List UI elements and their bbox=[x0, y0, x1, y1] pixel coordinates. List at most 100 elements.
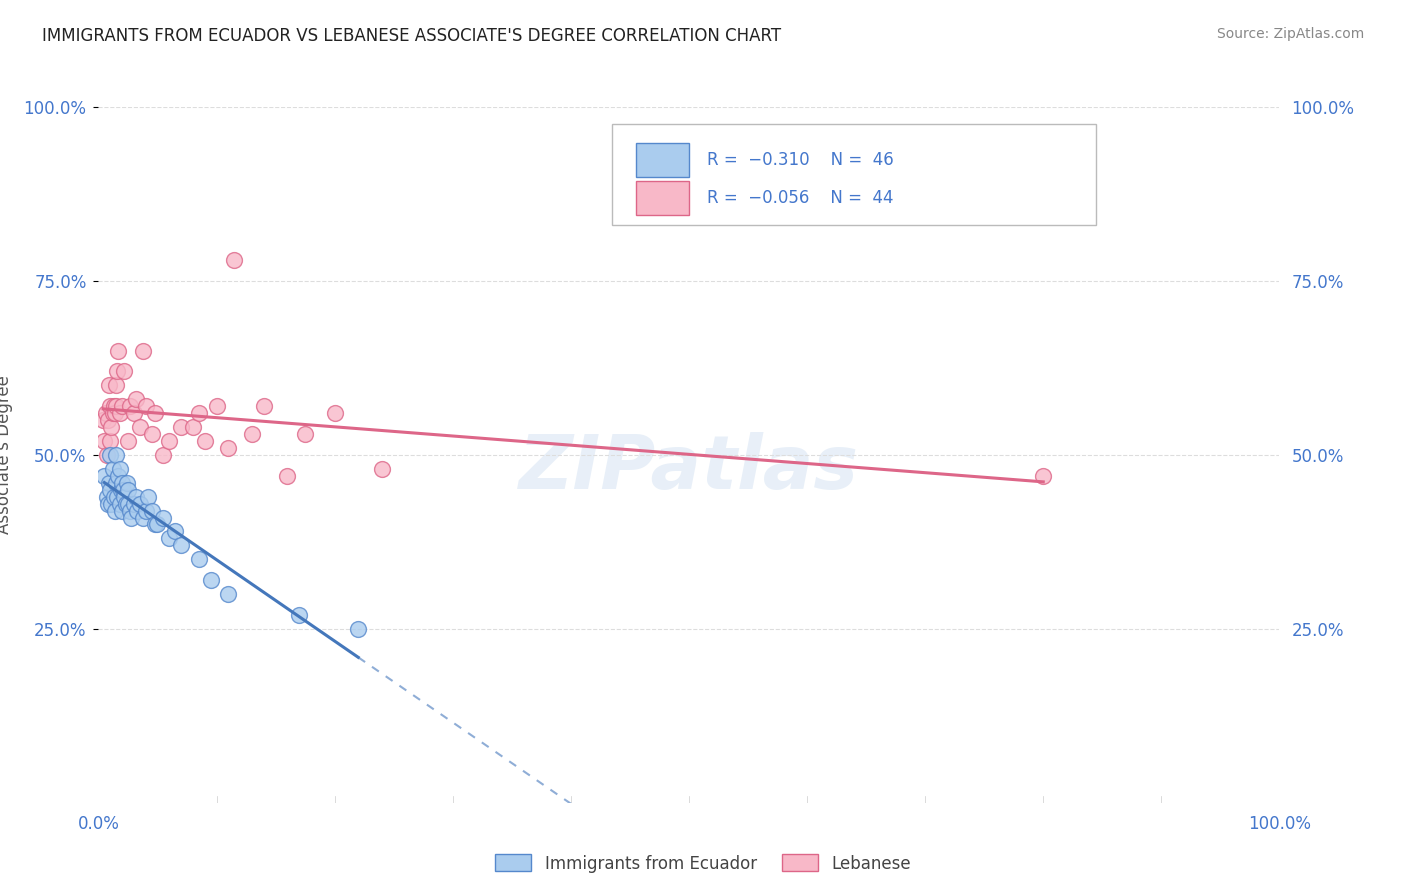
Point bbox=[100, 420, 122, 434]
Point bbox=[276, 468, 298, 483]
Point bbox=[107, 343, 129, 358]
Point bbox=[217, 441, 239, 455]
Point bbox=[170, 538, 193, 552]
Point bbox=[132, 343, 155, 358]
Point bbox=[97, 497, 120, 511]
Point bbox=[125, 490, 148, 504]
Point bbox=[152, 448, 174, 462]
Point bbox=[91, 413, 114, 427]
Point bbox=[105, 490, 128, 504]
Point bbox=[200, 573, 222, 587]
Point bbox=[117, 483, 139, 497]
Point bbox=[103, 490, 125, 504]
Y-axis label: Associate's Degree: Associate's Degree bbox=[0, 376, 13, 534]
Point bbox=[187, 552, 209, 566]
Point bbox=[105, 399, 128, 413]
Point bbox=[105, 475, 128, 490]
Point bbox=[101, 462, 124, 476]
Point bbox=[107, 468, 129, 483]
Point bbox=[143, 406, 166, 420]
FancyBboxPatch shape bbox=[612, 124, 1097, 226]
Point bbox=[294, 427, 316, 442]
Point bbox=[111, 503, 134, 517]
Point bbox=[120, 503, 142, 517]
Point bbox=[104, 406, 127, 420]
Point bbox=[122, 497, 145, 511]
Point bbox=[105, 448, 128, 462]
Point bbox=[132, 510, 155, 524]
Point bbox=[98, 475, 121, 490]
Point bbox=[136, 490, 159, 504]
Point bbox=[224, 253, 246, 268]
Point bbox=[205, 399, 228, 413]
Point bbox=[104, 503, 127, 517]
Point bbox=[170, 420, 193, 434]
Point bbox=[240, 427, 263, 442]
Point bbox=[157, 532, 180, 546]
Point bbox=[194, 434, 217, 448]
Point bbox=[120, 399, 142, 413]
Point bbox=[143, 517, 166, 532]
Point bbox=[97, 413, 120, 427]
Point bbox=[98, 378, 121, 392]
Point bbox=[98, 483, 121, 497]
Point bbox=[117, 497, 139, 511]
Point bbox=[125, 392, 148, 407]
Point bbox=[217, 587, 239, 601]
Point bbox=[108, 462, 131, 476]
Point bbox=[98, 434, 121, 448]
Point bbox=[128, 497, 150, 511]
Point bbox=[121, 510, 143, 524]
Point bbox=[181, 420, 204, 434]
Point bbox=[127, 503, 149, 517]
Point bbox=[115, 475, 138, 490]
Point bbox=[141, 427, 163, 442]
Point bbox=[110, 483, 132, 497]
Point bbox=[114, 497, 136, 511]
Point bbox=[371, 462, 394, 476]
Point bbox=[94, 406, 117, 420]
Point bbox=[112, 490, 135, 504]
Text: IMMIGRANTS FROM ECUADOR VS LEBANESE ASSOCIATE'S DEGREE CORRELATION CHART: IMMIGRANTS FROM ECUADOR VS LEBANESE ASSO… bbox=[42, 27, 782, 45]
Point bbox=[96, 448, 118, 462]
Point bbox=[101, 406, 124, 420]
Text: ZIPatlas: ZIPatlas bbox=[519, 433, 859, 506]
Text: R =  −0.310    N =  46: R = −0.310 N = 46 bbox=[707, 151, 893, 169]
Point bbox=[93, 434, 115, 448]
Point bbox=[122, 406, 145, 420]
Point bbox=[135, 399, 157, 413]
Point bbox=[146, 517, 169, 532]
Point bbox=[98, 399, 121, 413]
Point bbox=[98, 448, 121, 462]
Point bbox=[165, 524, 187, 539]
Point bbox=[253, 399, 276, 413]
Bar bbox=[636, 181, 689, 215]
Point bbox=[141, 503, 163, 517]
Point bbox=[111, 475, 134, 490]
Bar bbox=[636, 144, 689, 177]
Point bbox=[105, 364, 128, 378]
Point bbox=[103, 399, 125, 413]
Point bbox=[108, 406, 131, 420]
Point bbox=[157, 434, 180, 448]
Point bbox=[112, 483, 135, 497]
Point bbox=[128, 420, 150, 434]
Point bbox=[323, 406, 346, 420]
Point bbox=[152, 510, 174, 524]
Point bbox=[93, 468, 115, 483]
Legend: Immigrants from Ecuador, Lebanese: Immigrants from Ecuador, Lebanese bbox=[488, 847, 918, 880]
Point bbox=[112, 364, 135, 378]
Point bbox=[100, 497, 122, 511]
Point bbox=[111, 399, 134, 413]
Point bbox=[108, 497, 131, 511]
Text: R =  −0.056    N =  44: R = −0.056 N = 44 bbox=[707, 189, 893, 207]
Point bbox=[1032, 468, 1054, 483]
Point bbox=[96, 490, 118, 504]
Point bbox=[347, 622, 370, 636]
Point bbox=[187, 406, 209, 420]
Point bbox=[135, 503, 157, 517]
Point bbox=[105, 378, 128, 392]
Text: Source: ZipAtlas.com: Source: ZipAtlas.com bbox=[1216, 27, 1364, 41]
Point bbox=[288, 607, 311, 622]
Point bbox=[117, 434, 139, 448]
